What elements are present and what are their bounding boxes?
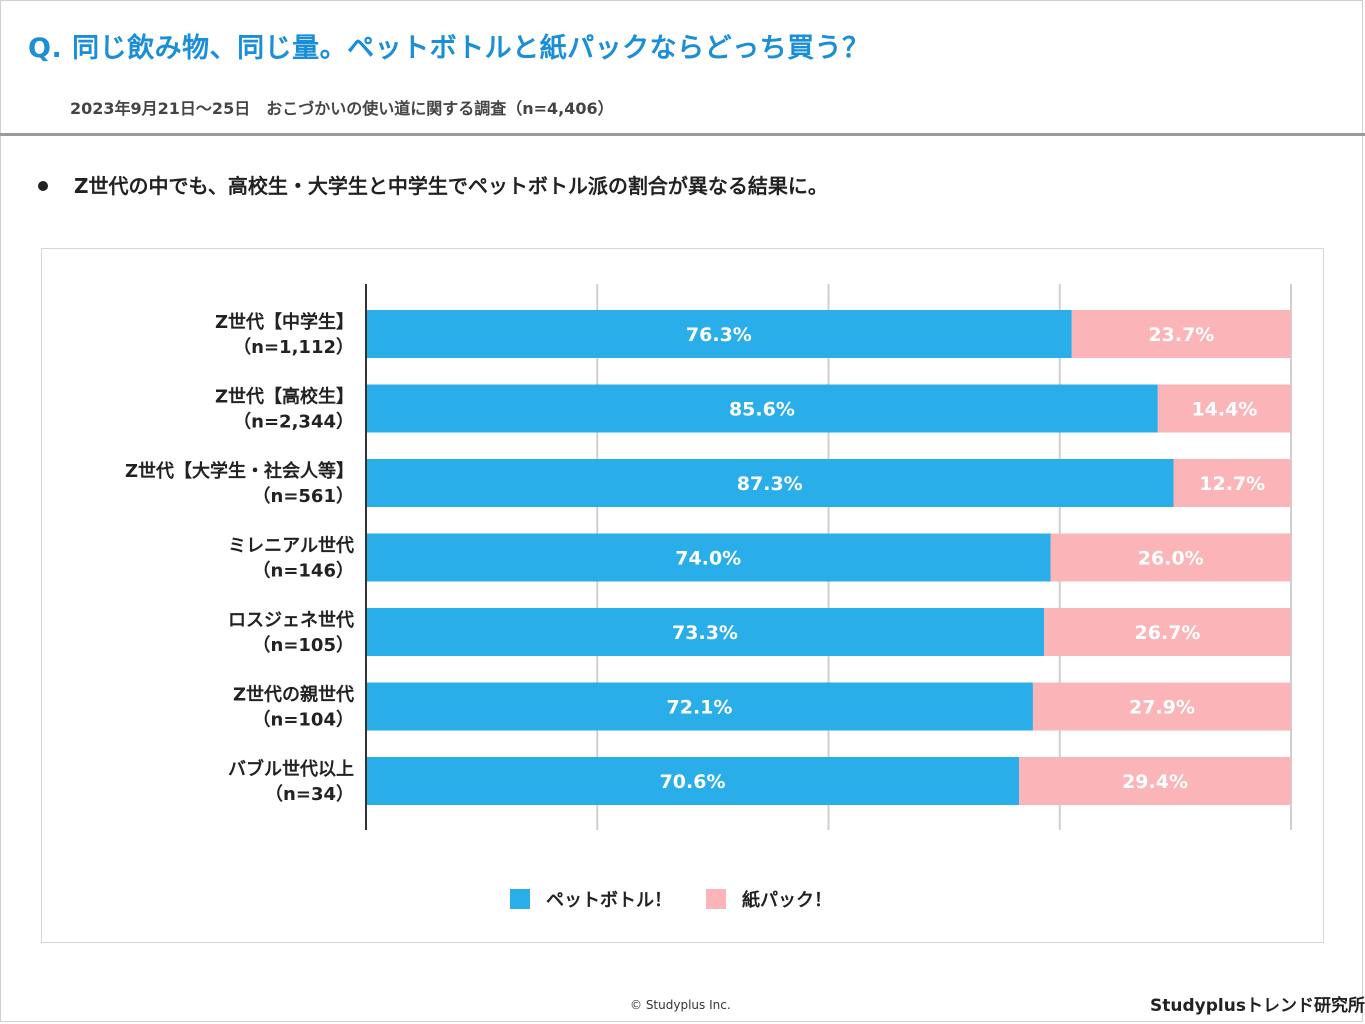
category-n-label-6: （n=34）	[265, 784, 354, 805]
bar-petbottle-3	[366, 533, 1051, 582]
category-n-label-5: （n=104）	[253, 710, 354, 731]
data-label-petbottle-4: 73.3%	[672, 622, 738, 644]
category-label-6: バブル世代以上	[228, 758, 354, 780]
legend-label-petbottle: ペットボトル！	[546, 890, 672, 911]
bar-paperpack-1	[1157, 384, 1291, 433]
data-label-paperpack-6: 29.4%	[1122, 771, 1188, 793]
data-label-paperpack-0: 23.7%	[1148, 324, 1214, 346]
bar-petbottle-0	[366, 310, 1072, 358]
bar-petbottle-6	[366, 757, 1020, 805]
bar-paperpack-4	[1044, 608, 1291, 656]
data-label-petbottle-2: 87.3%	[737, 473, 803, 495]
category-label-4: ロスジェネ世代	[228, 610, 354, 631]
category-label-3: ミレニアル世代	[228, 536, 354, 557]
chart-panel	[41, 248, 1324, 943]
key-finding: Z世代の中でも、高校生・大学生と中学生でペットボトル派の割合が異なる結果に。	[38, 170, 828, 199]
category-label-1: Z世代【高校生】	[215, 386, 354, 408]
bar-petbottle-4	[366, 608, 1045, 656]
bar-paperpack-2	[1173, 459, 1291, 507]
legend-item-paperpack: 紙パック！	[706, 886, 832, 912]
data-label-paperpack-5: 27.9%	[1129, 697, 1195, 719]
data-label-paperpack-3: 26.0%	[1138, 548, 1204, 570]
category-label-5: Z世代の親世代	[233, 684, 354, 706]
category-label-0: Z世代【中学生】	[215, 311, 354, 333]
data-label-paperpack-1: 14.4%	[1191, 399, 1257, 421]
data-label-petbottle-0: 76.3%	[686, 324, 752, 346]
bar-petbottle-2	[366, 459, 1174, 507]
header-divider	[0, 133, 1365, 136]
data-label-petbottle-6: 70.6%	[660, 771, 726, 793]
brand-logo-text: Studyplusトレンド研究所	[1150, 996, 1365, 1016]
bullet-dot-icon	[38, 180, 48, 191]
key-finding-text: Z世代の中でも、高校生・大学生と中学生でペットボトル派の割合が異なる結果に。	[74, 174, 828, 198]
page-title: Q. 同じ飲み物、同じ量。ペットボトルと紙パックならどっち買う？	[28, 33, 870, 64]
category-n-label-0: （n=1,112）	[233, 337, 354, 358]
header: Q. 同じ飲み物、同じ量。ペットボトルと紙パックならどっち買う？ 2023年9月…	[0, 0, 1365, 136]
data-label-petbottle-3: 74.0%	[675, 548, 741, 570]
chart-legend: ペットボトル！ 紙パック！	[510, 886, 866, 912]
data-label-paperpack-2: 12.7%	[1199, 473, 1265, 495]
legend-swatch-paperpack	[706, 889, 726, 909]
category-label-2: Z世代【大学生・社会人等】	[125, 460, 354, 482]
legend-label-paperpack: 紙パック！	[742, 890, 832, 911]
bar-paperpack-6	[1019, 757, 1291, 805]
legend-item-petbottle: ペットボトル！	[510, 886, 672, 912]
legend-swatch-petbottle	[510, 889, 530, 909]
bar-paperpack-5	[1032, 682, 1291, 731]
copyright: © Studyplus Inc.	[630, 998, 731, 1012]
survey-subtitle: 2023年9月21日～25日 おこづかいの使い道に関する調査（n=4,406）	[70, 99, 614, 118]
data-label-petbottle-5: 72.1%	[667, 697, 733, 719]
bar-petbottle-5	[366, 682, 1033, 731]
bar-paperpack-0	[1071, 310, 1291, 358]
category-n-label-4: （n=105）	[253, 635, 354, 656]
category-n-label-3: （n=146）	[253, 561, 354, 582]
bar-paperpack-3	[1050, 533, 1291, 582]
category-n-label-2: （n=561）	[253, 486, 354, 507]
data-label-paperpack-4: 26.7%	[1135, 622, 1201, 644]
data-label-petbottle-1: 85.6%	[729, 399, 795, 421]
bar-petbottle-1	[366, 384, 1158, 433]
category-n-label-1: （n=2,344）	[233, 412, 354, 433]
